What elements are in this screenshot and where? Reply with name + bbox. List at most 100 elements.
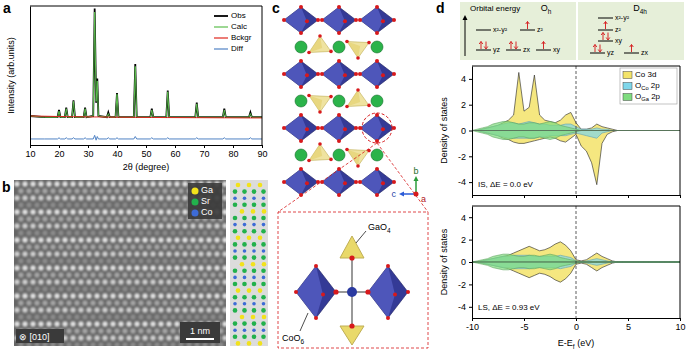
orbital-box — [460, 2, 684, 60]
atom-column — [186, 230, 191, 235]
atom-column — [102, 209, 107, 214]
atom-column — [186, 272, 191, 277]
annotation: LS, ΔE = 0.93 eV — [478, 303, 540, 312]
atom-column — [142, 209, 147, 214]
strontium — [295, 41, 307, 53]
atom-column — [182, 265, 187, 270]
atom-column — [18, 258, 23, 263]
tick: 80 — [228, 145, 238, 159]
atom-column — [174, 335, 179, 340]
tick-label: 2 — [461, 100, 466, 110]
atom-column — [86, 265, 91, 270]
schematic-atom — [261, 216, 266, 221]
atom-column — [126, 307, 131, 312]
atom-column — [146, 286, 151, 291]
tetrahedron — [347, 90, 369, 107]
axis-label: a — [421, 194, 426, 204]
atom-column — [106, 328, 111, 333]
atom-column — [74, 314, 79, 319]
atom-column — [58, 230, 63, 235]
orbital-level — [598, 18, 613, 19]
schematic-atom — [242, 282, 247, 287]
atom-column — [202, 230, 207, 235]
tick: -10 — [466, 318, 479, 332]
oxygen — [316, 18, 320, 22]
oxygen — [337, 85, 341, 89]
electron — [542, 42, 546, 50]
atom-column — [178, 188, 183, 193]
atom-column — [98, 202, 103, 207]
atom-column — [154, 216, 159, 221]
schematic-atom — [262, 249, 266, 253]
schematic-atom — [252, 189, 257, 194]
frame — [262, 6, 263, 145]
panel-label: c — [272, 0, 280, 16]
oxygen — [316, 126, 320, 130]
legend-label-part: Co — [641, 85, 648, 91]
atom-column — [154, 342, 159, 346]
atom-column — [42, 188, 47, 193]
atom-column — [182, 209, 187, 214]
atom-column — [126, 335, 131, 340]
atom-column — [74, 230, 79, 235]
atom-column — [150, 237, 155, 242]
legend-label: Bckgr — [231, 33, 252, 42]
atom-column — [146, 244, 151, 249]
oxygen — [375, 113, 379, 117]
atom-column — [146, 188, 151, 193]
atom-column — [162, 272, 167, 277]
atom-column — [90, 202, 95, 207]
tick: -4 — [458, 302, 472, 312]
atom-column — [106, 314, 111, 319]
atom-column — [182, 293, 187, 298]
tick-label: -4 — [458, 177, 466, 187]
atom-column — [118, 251, 123, 256]
oxygen — [343, 19, 347, 23]
atom-column — [118, 307, 123, 312]
atom-column — [214, 251, 219, 256]
atom-column — [102, 223, 107, 228]
orbital-label: zx — [523, 46, 531, 53]
atom-column — [142, 335, 147, 340]
atom-column — [138, 188, 143, 193]
atom-column — [138, 328, 143, 333]
scale-bar — [186, 338, 214, 340]
atom-column — [190, 307, 195, 312]
atom-column — [46, 293, 51, 298]
atom-column — [42, 314, 47, 319]
schematic-atom — [242, 229, 247, 234]
electron — [593, 45, 597, 53]
atom-column — [162, 300, 167, 305]
tetrahedron — [347, 150, 369, 167]
panel-d-dos: -4-2024Density of statesIS, ΔE = 0.0 eVC… — [439, 66, 681, 198]
atom-column — [130, 272, 135, 277]
atom-column — [18, 216, 23, 221]
atom-column — [50, 314, 55, 319]
atom-column — [14, 223, 19, 228]
atom-column — [98, 300, 103, 305]
tick-label: 4 — [461, 213, 466, 223]
panel-c: bcaGaO4CoO6 — [278, 5, 428, 348]
octahedron — [284, 169, 318, 195]
atom-column — [54, 279, 59, 284]
atom-column — [190, 293, 195, 298]
atom-column — [114, 328, 119, 333]
atom-column — [194, 286, 199, 291]
atom-column — [210, 258, 215, 263]
atom-column — [18, 188, 23, 193]
atom-column — [50, 216, 55, 221]
atom-column — [198, 237, 203, 242]
panel-b: GaSrCo1 nm⊗ [010] — [14, 180, 268, 348]
tick-label: 0 — [461, 126, 466, 136]
schematic-atom — [261, 203, 266, 208]
atom-column — [158, 223, 163, 228]
atom-column — [58, 202, 63, 207]
oxygen — [367, 104, 371, 108]
atom-column — [154, 314, 159, 319]
oxygen — [356, 56, 360, 60]
atom-column — [154, 328, 159, 333]
atom-column — [26, 258, 31, 263]
inset-label-part: CoO — [282, 333, 301, 343]
legend-swatch — [623, 72, 632, 79]
atom-column — [170, 188, 175, 193]
